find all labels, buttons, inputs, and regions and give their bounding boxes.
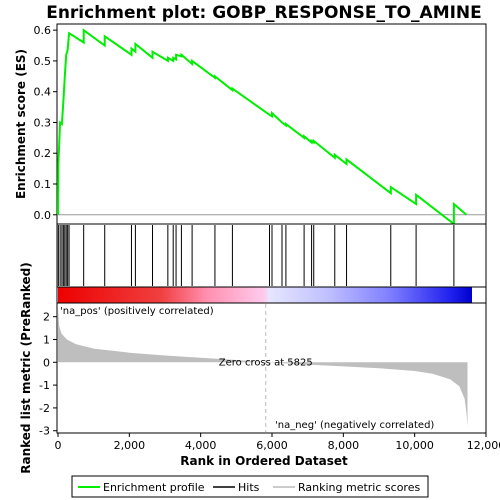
metric-tick-label: 0 xyxy=(43,356,50,369)
es-tick-label: 0.2 xyxy=(34,147,52,160)
metric-tick-label: -1 xyxy=(39,379,50,392)
legend-hits-label: Hits xyxy=(238,481,260,494)
legend-box xyxy=(71,475,429,498)
es-tick-label: 0.4 xyxy=(34,86,52,99)
ranking-metric-area xyxy=(58,307,468,427)
metric-tick-label: 2 xyxy=(43,311,50,324)
es-panel xyxy=(56,23,487,225)
es-tick-label: 0.3 xyxy=(34,116,52,129)
positive-label: 'na_pos' (positively correlated) xyxy=(60,306,214,317)
metric-tick-label: -2 xyxy=(39,402,50,415)
x-tick-label: 10,000 xyxy=(395,439,434,452)
zero-cross-label: Zero cross at 5825 xyxy=(219,358,313,369)
legend-es-label: Enrichment profile xyxy=(103,481,205,494)
rank-color-bar xyxy=(58,287,472,303)
x-tick-label: 4,000 xyxy=(185,439,217,452)
x-tick-label: 8,000 xyxy=(328,439,360,452)
es-tick-label: 0.0 xyxy=(34,209,52,222)
x-axis-label: Rank in Ordered Dataset xyxy=(180,454,348,468)
legend-metric-label: Ranking metric scores xyxy=(298,481,420,494)
metric-axis-label: Ranked list metric (PreRanked) xyxy=(19,262,33,474)
x-tick-label: 12,000 xyxy=(467,439,500,452)
chart-title: Enrichment plot: GOBP_RESPONSE_TO_AMINE xyxy=(46,3,482,23)
es-tick-label: 0.6 xyxy=(34,24,52,37)
metric-tick-label: 1 xyxy=(43,333,50,346)
negative-label: 'na_neg' (negatively correlated) xyxy=(275,420,434,431)
x-tick-label: 0 xyxy=(55,439,62,452)
es-axis-label: Enrichment score (ES) xyxy=(14,49,28,199)
es-tick-label: 0.5 xyxy=(34,55,52,68)
metric-tick-label: -3 xyxy=(39,425,50,438)
enrichment-profile-line xyxy=(57,28,468,227)
x-tick-label: 6,000 xyxy=(256,439,288,452)
x-tick-label: 2,000 xyxy=(114,439,146,452)
es-tick-label: 0.1 xyxy=(34,178,52,191)
